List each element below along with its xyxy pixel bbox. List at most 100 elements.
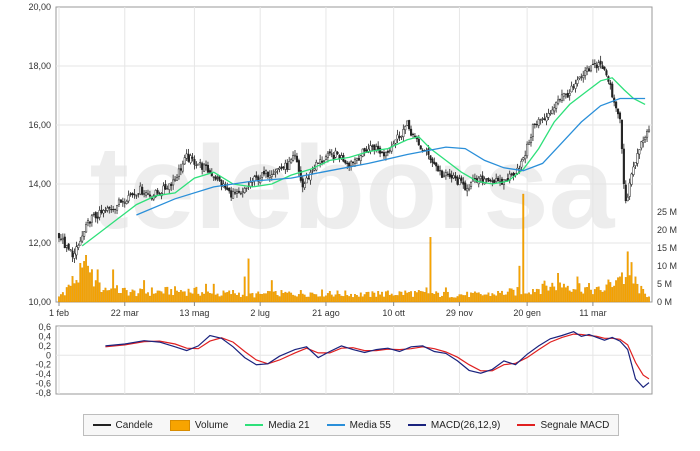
legend-candles[interactable]: Candele <box>92 420 153 431</box>
volume-bar <box>419 290 422 303</box>
candle-body <box>73 253 76 259</box>
candle-body <box>280 166 283 169</box>
legend-ma55[interactable]: Media 55 <box>326 420 391 431</box>
candle-body <box>558 99 562 101</box>
candle-body <box>92 213 95 216</box>
candle-body <box>67 243 70 250</box>
volume-bar <box>148 295 151 303</box>
volume-bar <box>315 294 318 303</box>
volume-bar <box>212 283 215 303</box>
candle-body <box>533 123 536 125</box>
macd-y-tick: 0,6 <box>38 322 51 332</box>
legend-signal[interactable]: Segnale MACD <box>517 420 609 431</box>
volume-y-tick: 10 M <box>657 261 677 271</box>
candle-body <box>410 128 413 136</box>
candle-body <box>549 112 552 115</box>
candle-body <box>429 155 432 160</box>
volume-bar <box>319 296 322 303</box>
candle-body <box>143 193 146 195</box>
volume-bar <box>334 294 337 303</box>
candle-body <box>193 158 196 165</box>
volume-bar <box>249 293 252 303</box>
volume-bar <box>375 296 378 303</box>
volume-bar <box>590 289 592 303</box>
volume-bar <box>646 297 648 303</box>
volume-bar <box>441 295 443 303</box>
volume-bar <box>630 262 633 303</box>
candle-body <box>148 194 151 197</box>
candle-body <box>642 140 645 144</box>
candle-body <box>239 193 242 195</box>
volume-bar <box>404 290 407 303</box>
volume-bar <box>253 297 256 303</box>
candle-body <box>144 192 148 196</box>
candle-body <box>382 152 386 157</box>
candle-body <box>77 245 80 248</box>
candle-body <box>129 193 132 195</box>
candle-body <box>574 83 577 89</box>
candle-body <box>375 146 378 150</box>
volume-bar <box>489 296 492 303</box>
candle-body <box>119 199 122 203</box>
candle-body <box>313 168 316 171</box>
candle-body <box>587 68 591 72</box>
volume-bar <box>402 295 405 303</box>
candle-body <box>373 144 376 151</box>
candle-body <box>526 143 529 157</box>
volume-bar <box>561 287 563 303</box>
volume-bar <box>303 294 306 303</box>
candle-body <box>454 175 457 179</box>
volume-bar <box>112 269 115 303</box>
legend-macd[interactable]: MACD(26,12,9) <box>407 420 500 431</box>
volume-bar <box>69 285 72 303</box>
volume-bar <box>377 291 380 303</box>
volume-bar <box>634 276 637 303</box>
volume-bar <box>292 294 294 303</box>
volume-bar <box>562 283 565 303</box>
candle-body <box>402 129 405 137</box>
candle-body <box>624 184 627 202</box>
volume-bar <box>555 290 558 303</box>
candle-body <box>483 178 486 185</box>
candle-body <box>646 130 649 138</box>
candle-body <box>199 162 202 164</box>
candle-body <box>601 65 604 69</box>
candle-body <box>520 160 523 168</box>
volume-bar <box>520 294 523 303</box>
price-y-tick: 12,00 <box>28 238 51 248</box>
volume-bar <box>464 295 467 303</box>
candle-body <box>257 176 260 182</box>
candle-body <box>353 158 357 164</box>
volume-bar <box>410 291 412 303</box>
candle-body <box>535 124 538 126</box>
legend-ma21[interactable]: Media 21 <box>245 420 310 431</box>
candle-body <box>133 193 136 196</box>
candle-body <box>332 154 335 160</box>
volume-bar <box>266 290 269 303</box>
candle-body <box>131 192 134 196</box>
volume-bar <box>524 293 527 303</box>
candle-body <box>442 174 446 177</box>
volume-bar <box>386 290 389 303</box>
volume-bar <box>636 283 639 303</box>
candle-body <box>543 118 546 120</box>
volume-bar <box>564 287 567 303</box>
candle-body <box>551 109 554 114</box>
candle-body <box>123 202 126 204</box>
candle-body <box>497 177 500 181</box>
candle-body <box>241 191 244 193</box>
candle-body <box>528 142 531 145</box>
candle-body <box>491 180 494 182</box>
volume-bar <box>67 284 70 303</box>
candle-body <box>634 162 637 166</box>
macd-line <box>105 331 650 389</box>
legend-volume[interactable]: Volume <box>169 419 228 431</box>
volume-bar <box>87 265 89 303</box>
volume-bar <box>239 297 242 303</box>
volume-bar <box>297 294 300 303</box>
volume-bar <box>620 272 623 303</box>
candle-body <box>94 212 97 219</box>
candle-body <box>261 172 264 178</box>
volume-bar <box>530 294 532 303</box>
volume-bar <box>340 295 343 303</box>
